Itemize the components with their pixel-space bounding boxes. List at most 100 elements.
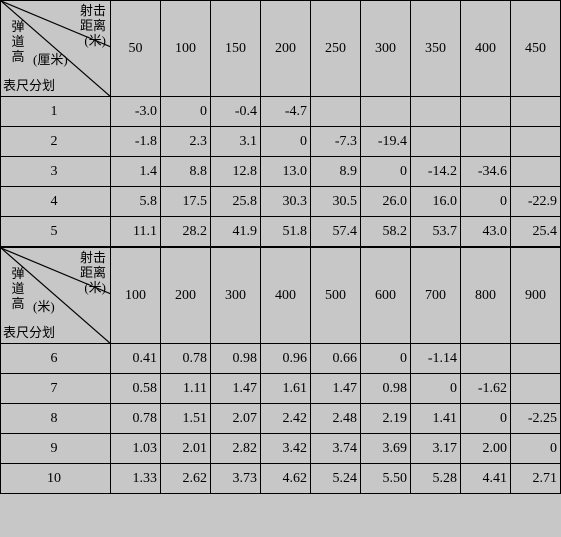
diag-mid: 弹 道 高 (5, 266, 25, 311)
cell: 2.62 (161, 464, 211, 494)
column-header: 400 (461, 1, 511, 97)
column-header: 250 (311, 1, 361, 97)
cell: 53.7 (411, 217, 461, 247)
cell: 26.0 (361, 187, 411, 217)
lower-diagonal-header: 射击 距离 (米) 弹 道 高 (米) 表尺分划 (1, 248, 111, 344)
cell: 30.5 (311, 187, 361, 217)
cell: -14.2 (411, 157, 461, 187)
cell: 2.01 (161, 434, 211, 464)
cell: 1.33 (111, 464, 161, 494)
cell: 0.41 (111, 344, 161, 374)
cell: -22.9 (511, 187, 561, 217)
column-header: 150 (211, 1, 261, 97)
cell: 0 (261, 127, 311, 157)
cell: 28.2 (161, 217, 211, 247)
upper-diagonal-header: 射击 距离 (米) 弹 道 高 (厘米) 表尺分划 (1, 1, 111, 97)
cell: 0 (461, 404, 511, 434)
cell: -0.4 (211, 97, 261, 127)
cell (461, 344, 511, 374)
row-label: 2 (1, 127, 111, 157)
cell: 2.19 (361, 404, 411, 434)
cell: 1.51 (161, 404, 211, 434)
diag-unit: (厘米) (33, 49, 68, 68)
cell: -19.4 (361, 127, 411, 157)
table-row: 511.128.241.951.857.458.253.743.025.4 (1, 217, 561, 247)
cell: 0 (161, 97, 211, 127)
column-header: 450 (511, 1, 561, 97)
cell: 2.42 (261, 404, 311, 434)
cell: 1.61 (261, 374, 311, 404)
column-header: 200 (161, 248, 211, 344)
cell (461, 127, 511, 157)
cell: 58.2 (361, 217, 411, 247)
column-header: 700 (411, 248, 461, 344)
cell (311, 97, 361, 127)
cell: 30.3 (261, 187, 311, 217)
row-label: 6 (1, 344, 111, 374)
cell: 0 (361, 344, 411, 374)
cell: 16.0 (411, 187, 461, 217)
table-row: 60.410.780.980.960.660-1.14 (1, 344, 561, 374)
cell: -1.62 (461, 374, 511, 404)
lower-table: 射击 距离 (米) 弹 道 高 (米) 表尺分划 100200300400500… (0, 247, 561, 494)
column-header: 100 (111, 248, 161, 344)
cell: 3.17 (411, 434, 461, 464)
cell (511, 157, 561, 187)
cell: 3.74 (311, 434, 361, 464)
cell: 0.96 (261, 344, 311, 374)
cell: 0 (411, 374, 461, 404)
cell: 4.62 (261, 464, 311, 494)
table-row: 31.48.812.813.08.90-14.2-34.6 (1, 157, 561, 187)
table-row: 80.781.512.072.422.482.191.410-2.25 (1, 404, 561, 434)
cell: 57.4 (311, 217, 361, 247)
cell: 2.3 (161, 127, 211, 157)
cell: 2.82 (211, 434, 261, 464)
cell: 5.8 (111, 187, 161, 217)
cell (511, 344, 561, 374)
diag-mid: 弹 道 高 (5, 19, 25, 64)
cell (361, 97, 411, 127)
diag-top: 射击 距离 (米) (80, 250, 106, 295)
cell: 3.73 (211, 464, 261, 494)
cell: -3.0 (111, 97, 161, 127)
column-header: 50 (111, 1, 161, 97)
cell: -1.14 (411, 344, 461, 374)
cell: 5.24 (311, 464, 361, 494)
cell (411, 127, 461, 157)
column-header: 900 (511, 248, 561, 344)
cell (511, 374, 561, 404)
cell: 13.0 (261, 157, 311, 187)
cell: 1.47 (311, 374, 361, 404)
cell: 25.8 (211, 187, 261, 217)
cell (461, 97, 511, 127)
column-header: 350 (411, 1, 461, 97)
row-label: 3 (1, 157, 111, 187)
cell: -7.3 (311, 127, 361, 157)
cell: 41.9 (211, 217, 261, 247)
cell: 4.41 (461, 464, 511, 494)
cell: 0.98 (361, 374, 411, 404)
cell: 43.0 (461, 217, 511, 247)
cell: 0 (511, 434, 561, 464)
cell (511, 127, 561, 157)
cell (511, 97, 561, 127)
cell: 2.07 (211, 404, 261, 434)
cell: 51.8 (261, 217, 311, 247)
table-row: 1-3.00-0.4-4.7 (1, 97, 561, 127)
column-header: 800 (461, 248, 511, 344)
column-header: 300 (211, 248, 261, 344)
cell: 0.78 (161, 344, 211, 374)
column-header: 600 (361, 248, 411, 344)
cell: 0.66 (311, 344, 361, 374)
cell: 3.69 (361, 434, 411, 464)
cell: 1.4 (111, 157, 161, 187)
diag-top: 射击 距离 (米) (80, 3, 106, 48)
column-header: 400 (261, 248, 311, 344)
cell: -1.8 (111, 127, 161, 157)
cell: 1.47 (211, 374, 261, 404)
table-row: 45.817.525.830.330.526.016.00-22.9 (1, 187, 561, 217)
upper-table: 射击 距离 (米) 弹 道 高 (厘米) 表尺分划 50100150200250… (0, 0, 561, 247)
cell: 11.1 (111, 217, 161, 247)
cell: 5.28 (411, 464, 461, 494)
cell: 0 (361, 157, 411, 187)
